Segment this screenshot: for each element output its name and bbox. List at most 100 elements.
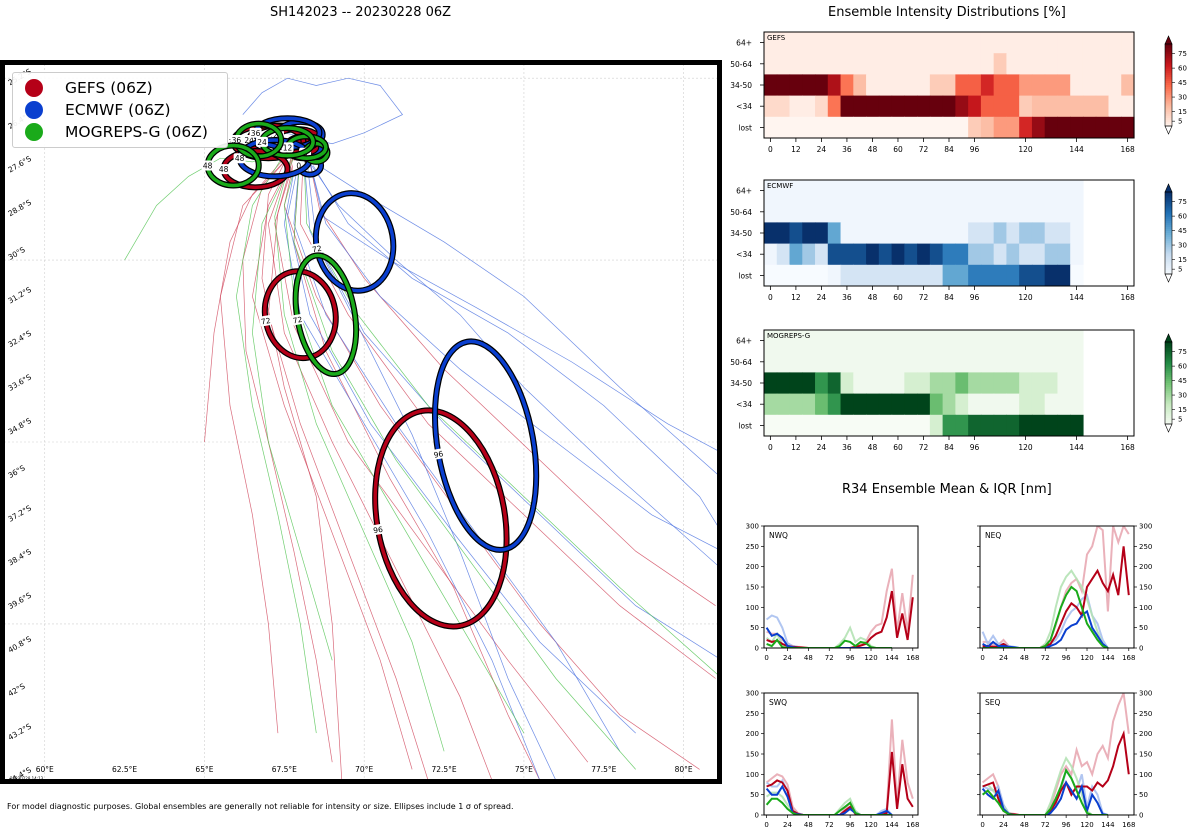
heat-cell (802, 74, 816, 97)
heat-cell (917, 330, 931, 352)
colorbar-segment (1165, 389, 1172, 392)
heat-cell (1057, 372, 1071, 395)
heat-x-label: 168 (1120, 145, 1135, 154)
heat-cell (942, 414, 956, 437)
heat-y-label: <34 (736, 102, 752, 111)
colorbar-segment (1165, 228, 1172, 232)
heat-cell (878, 74, 893, 97)
heat-cell (904, 264, 918, 287)
gefs-ellipse-48: 48 (217, 147, 291, 191)
heat-cell (789, 414, 803, 437)
heat-cell (1019, 180, 1033, 202)
heat-cell (904, 372, 918, 395)
colorbar-label: 75 (1178, 348, 1187, 356)
r34-x-label: 72 (1041, 821, 1050, 829)
r34-x-label: 120 (864, 654, 877, 662)
colorbar-segment (1165, 358, 1172, 361)
heat-cell (853, 95, 867, 118)
colorbar-segment (1165, 68, 1172, 72)
r34-quadrant-name: NWQ (769, 531, 788, 540)
heat-cell (1031, 243, 1046, 266)
ellipse-label-bg (217, 164, 230, 175)
heat-cell (1044, 414, 1059, 437)
colorbar-label: 45 (1178, 377, 1187, 385)
heat-cell (1031, 222, 1046, 245)
lat-tick-label: 42°S (7, 681, 27, 698)
lat-tick-label: 33.6°S (7, 372, 34, 393)
heat-cell (993, 243, 1008, 266)
heat-cell (1019, 243, 1033, 266)
heat-cell (866, 393, 880, 416)
colorbar-max-arrow (1164, 35, 1173, 45)
heat-y-label: lost (738, 123, 752, 132)
colorbar-label: 15 (1178, 406, 1187, 414)
ellipse-lead-label: 72 (260, 316, 271, 327)
heat-cell (891, 393, 905, 416)
r34-x-label: 144 (1101, 654, 1115, 662)
heat-x-label: 0 (768, 145, 773, 154)
heat-cell (1070, 74, 1084, 97)
colorbar-segment (1165, 222, 1172, 226)
heat-cell (815, 32, 829, 54)
r34-series-mogreps-g (982, 585, 1109, 648)
colorbar-segment (1165, 360, 1172, 363)
ecmwf-member-track (287, 154, 636, 734)
ellipse-lead-label: 24 (244, 136, 254, 145)
heat-cell (815, 116, 829, 139)
colorbar-segment (1165, 405, 1172, 409)
heat-cell (1006, 414, 1020, 437)
heat-y-label: 34-50 (730, 81, 752, 90)
heat-cell (789, 264, 803, 287)
heat-y-label: 34-50 (730, 229, 752, 238)
heat-cell (968, 95, 982, 118)
colorbar-segment (1165, 261, 1172, 265)
lon-tick-label: 62.5°E (112, 765, 137, 774)
heat-cell (866, 264, 880, 287)
ecmwf-member-track (306, 158, 722, 570)
r34-x-label: 120 (1080, 821, 1093, 829)
heat-cell (802, 95, 816, 118)
heat-cell (853, 243, 867, 266)
colorbar-segment (1165, 52, 1172, 55)
r34-series-gefs-iqr (982, 526, 1130, 648)
heat-cell (1031, 53, 1046, 75)
colorbar-segment (1165, 409, 1172, 413)
colorbar-segment (1165, 50, 1172, 53)
colorbar-label: 45 (1178, 227, 1187, 235)
heat-cell (840, 393, 854, 416)
heat-cell (827, 393, 842, 416)
colorbar-segment (1165, 356, 1172, 359)
track-map: 012243648729601224364872960122436487260°… (0, 60, 722, 784)
heat-cell (776, 222, 791, 245)
heat-cell (993, 264, 1008, 287)
colorbar-segment (1165, 48, 1172, 51)
heat-cell (1070, 351, 1084, 373)
r34-x-label: 72 (825, 821, 834, 829)
heat-cell (802, 372, 816, 395)
lat-tick-label: 31.2°S (7, 285, 34, 306)
heat-cell (917, 201, 931, 223)
legend-item-gefs: GEFS (06Z) (25, 77, 153, 99)
r34-x-label: 0 (980, 654, 984, 662)
colorbar-max-arrow (1164, 183, 1173, 193)
lat-tick-label: 43.2°S (7, 722, 34, 743)
heat-cell (840, 222, 854, 245)
heat-cell (1019, 201, 1033, 223)
heat-cell (942, 393, 956, 416)
heat-cell (866, 201, 880, 223)
ellipse-label-bg (259, 315, 273, 327)
heat-cell (917, 53, 931, 75)
colorbar-segment (1165, 269, 1172, 273)
colorbar-segment (1165, 66, 1172, 70)
heat-cell (840, 180, 854, 202)
heat-cell (1095, 53, 1110, 75)
heat-cell (980, 53, 995, 75)
heat-cell (968, 201, 982, 223)
colorbar-segment (1165, 350, 1172, 353)
heat-cell (866, 116, 880, 139)
colorbar-segment (1165, 376, 1172, 380)
ellipse-lead-label: 0 (296, 162, 301, 171)
heat-cell (764, 243, 778, 266)
r34-quadrant-name: SWQ (769, 698, 787, 707)
heat-cell (955, 95, 969, 118)
